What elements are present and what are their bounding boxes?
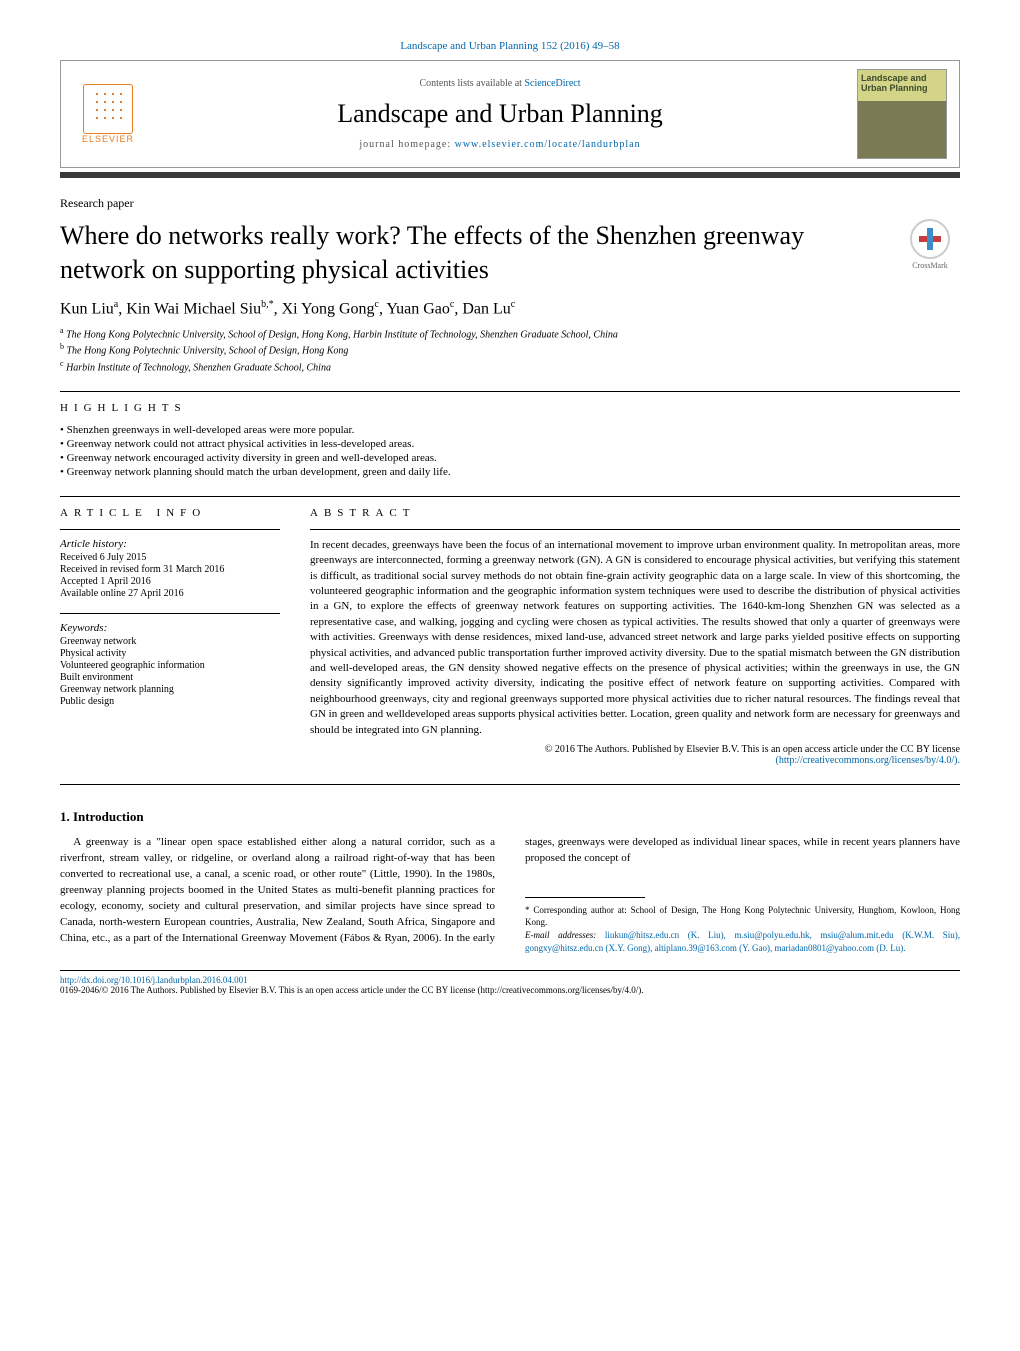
highlights-list: Shenzhen greenways in well-developed are…	[60, 424, 960, 478]
highlights-label: HIGHLIGHTS	[60, 402, 960, 414]
highlight-item: Greenway network could not attract physi…	[60, 438, 960, 450]
keyword: Volunteered geographic information	[60, 660, 280, 671]
rule	[310, 529, 960, 530]
footer-block: http://dx.doi.org/10.1016/j.landurbplan.…	[60, 975, 960, 995]
abstract-text: In recent decades, greenways have been t…	[310, 538, 960, 738]
keyword: Greenway network	[60, 636, 280, 647]
copyright-line: © 2016 The Authors. Published by Elsevie…	[310, 744, 960, 766]
intro-heading: 1. Introduction	[60, 809, 960, 825]
rule	[60, 529, 280, 530]
contents-line: Contents lists available at ScienceDirec…	[143, 78, 857, 89]
rule	[60, 784, 960, 785]
rule	[60, 496, 960, 497]
rule	[60, 613, 280, 614]
affiliation: a The Hong Kong Polytechnic University, …	[60, 326, 960, 340]
journal-cover-thumbnail: Landscape and Urban Planning	[857, 69, 947, 159]
homepage-link[interactable]: www.elsevier.com/locate/landurbplan	[455, 139, 641, 150]
paper-type: Research paper	[60, 196, 960, 211]
history-line: Received 6 July 2015	[60, 552, 280, 563]
journal-name: Landscape and Urban Planning	[143, 99, 857, 129]
journal-header-box: ELSEVIER Contents lists available at Sci…	[60, 60, 960, 168]
elsevier-label: ELSEVIER	[82, 134, 134, 144]
history-line: Accepted 1 April 2016	[60, 576, 280, 587]
doi-link[interactable]: http://dx.doi.org/10.1016/j.landurbplan.…	[60, 975, 960, 985]
article-history: Article history: Received 6 July 2015Rec…	[60, 538, 280, 599]
authors-line: Kun Liua, Kin Wai Michael Siub,*, Xi Yon…	[60, 299, 960, 318]
keyword: Physical activity	[60, 648, 280, 659]
footer-rule	[60, 970, 960, 971]
abstract-label: ABSTRACT	[310, 507, 960, 519]
footnote-rule	[525, 897, 645, 898]
license-link[interactable]: (http://creativecommons.org/licenses/by/…	[776, 755, 961, 766]
article-title: Where do networks really work? The effec…	[60, 219, 880, 287]
highlight-item: Shenzhen greenways in well-developed are…	[60, 424, 960, 436]
article-info-label: ARTICLE INFO	[60, 507, 280, 519]
sciencedirect-link[interactable]: ScienceDirect	[524, 78, 580, 89]
crossmark-icon	[910, 219, 950, 259]
crossmark-badge[interactable]: CrossMark	[900, 219, 960, 270]
rule	[60, 391, 960, 392]
history-line: Available online 27 April 2016	[60, 588, 280, 599]
journal-header-center: Contents lists available at ScienceDirec…	[143, 78, 857, 150]
highlight-item: Greenway network planning should match t…	[60, 466, 960, 478]
keywords-block: Keywords: Greenway networkPhysical activ…	[60, 622, 280, 707]
affiliation: b The Hong Kong Polytechnic University, …	[60, 342, 960, 356]
elsevier-logo: ELSEVIER	[73, 79, 143, 149]
keyword: Public design	[60, 696, 280, 707]
history-line: Received in revised form 31 March 2016	[60, 564, 280, 575]
citation-header: Landscape and Urban Planning 152 (2016) …	[60, 40, 960, 52]
elsevier-tree-icon	[83, 84, 133, 134]
introduction-section: 1. Introduction A greenway is a "linear …	[60, 809, 960, 954]
header-divider-bar	[60, 172, 960, 178]
keyword: Built environment	[60, 672, 280, 683]
highlight-item: Greenway network encouraged activity div…	[60, 452, 960, 464]
keyword: Greenway network planning	[60, 684, 280, 695]
journal-homepage: journal homepage: www.elsevier.com/locat…	[143, 139, 857, 150]
affiliation: c Harbin Institute of Technology, Shenzh…	[60, 359, 960, 373]
footnotes: * Corresponding author at: School of Des…	[525, 904, 960, 954]
